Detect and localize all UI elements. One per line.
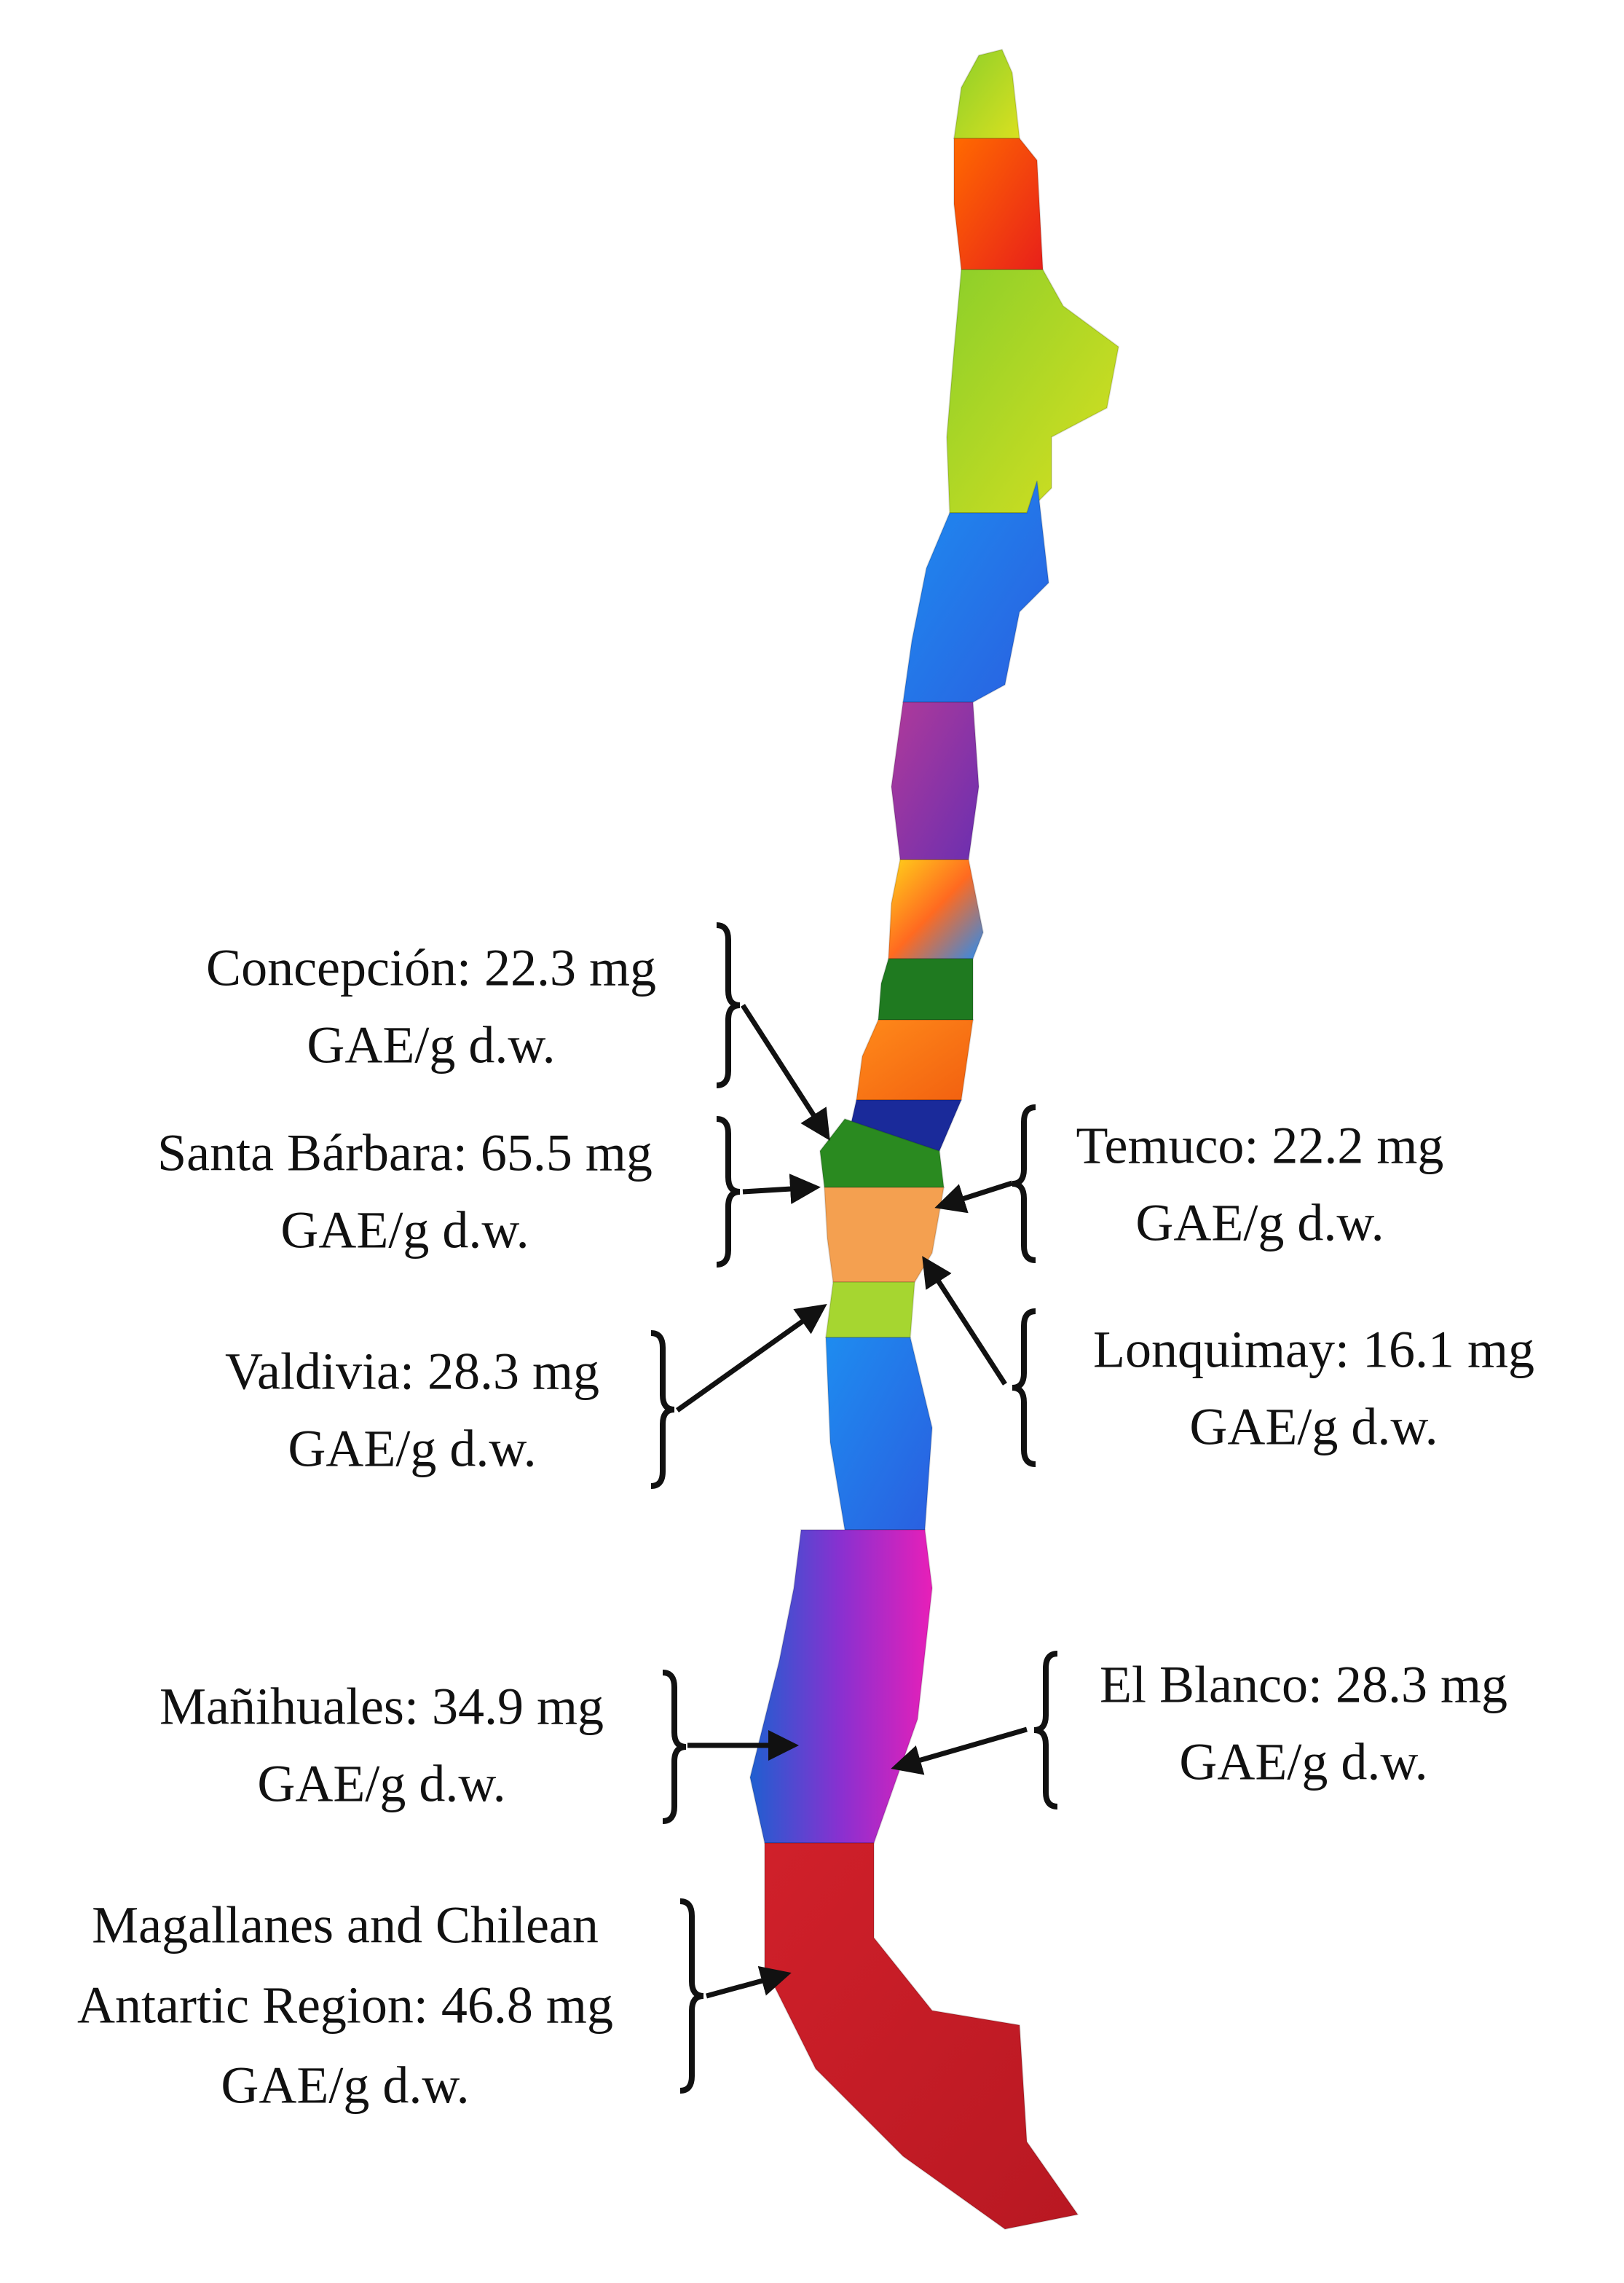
label-line: Temuco: 22.2 mg [1076, 1117, 1444, 1175]
label-line: GAE/g d.w. [1179, 1733, 1427, 1791]
brace [716, 922, 741, 1088]
arrow [891, 1726, 1028, 1775]
labels: Concepción: 22.3 mg GAE/g d.w. Santa Bárba… [77, 922, 1534, 2115]
label-line: GAE/g d.w. [280, 1201, 529, 1260]
region [887, 859, 985, 959]
region [890, 702, 980, 860]
brace [1033, 1651, 1058, 1809]
label-line: Mañihuales: 34.9 mg [159, 1678, 604, 1736]
region [749, 1529, 934, 1844]
label-line: GAE/g d.w. [1135, 1194, 1384, 1252]
region [877, 958, 974, 1021]
brace [1012, 1308, 1036, 1467]
brace [650, 1330, 675, 1489]
region [764, 1842, 1079, 2231]
label-line: Magallanes and Chilean [92, 1896, 599, 1954]
region [902, 480, 1050, 703]
region [855, 1019, 974, 1101]
arrow [934, 1180, 1014, 1214]
region [824, 1337, 934, 1530]
label-line: Lonquimay: 16.1 mg [1093, 1321, 1534, 1379]
arrow [742, 1174, 821, 1205]
label-line: GAE/g d.w. [1189, 1398, 1438, 1456]
region [823, 1187, 945, 1283]
label-line: GAE/g d.w. [257, 1755, 505, 1813]
label-line: Antartic Region: 46.8 mg [77, 1976, 613, 2035]
arrow [922, 1256, 1007, 1386]
label-line: Santa Bárbara: 65.5 mg [157, 1124, 653, 1182]
region [953, 48, 1021, 139]
label-line: Concepción: 22.3 mg [206, 939, 656, 997]
region [953, 138, 1044, 270]
brace [716, 1116, 741, 1268]
label-line: GAE/g d.w. [288, 1420, 536, 1478]
brace [679, 1898, 704, 2094]
label-line: Valdivia: 28.3 mg [225, 1343, 599, 1401]
arrow [706, 1965, 792, 1999]
brace [1012, 1104, 1036, 1263]
label-line: El Blanco: 28.3 mg [1100, 1656, 1507, 1714]
arrow [741, 1004, 830, 1141]
arrow [675, 1303, 827, 1412]
map-regions [749, 48, 1120, 2231]
region [945, 269, 1120, 514]
label-line: GAE/g d.w. [307, 1016, 555, 1074]
region [824, 1281, 916, 1338]
brace [662, 1670, 687, 1824]
label-line: GAE/g d.w. [221, 2056, 469, 2115]
